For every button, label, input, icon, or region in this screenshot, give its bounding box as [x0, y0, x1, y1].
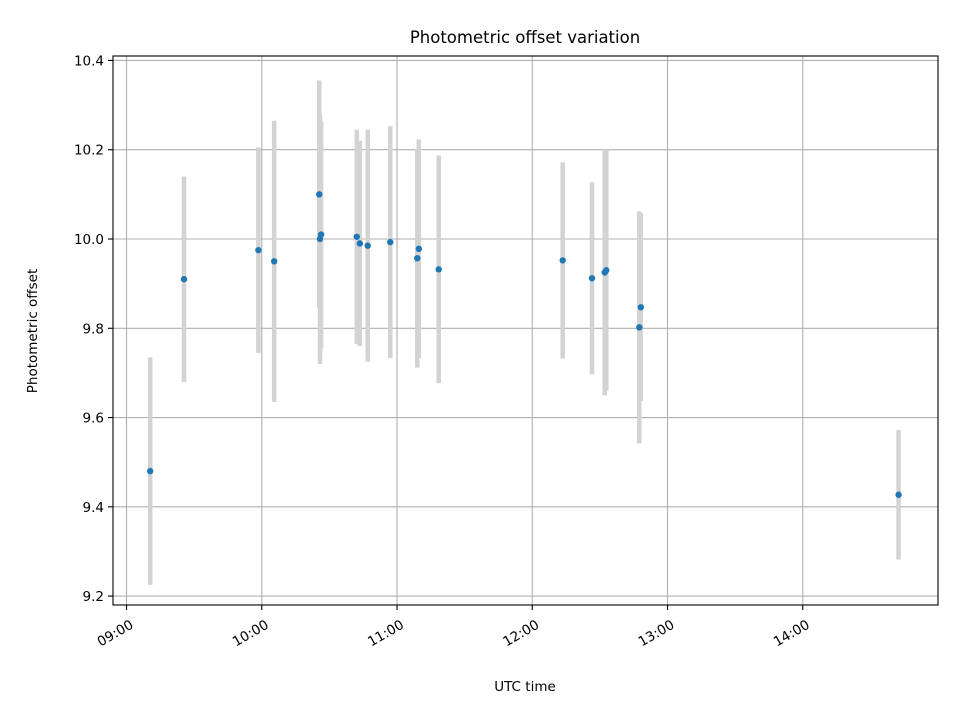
x-tick-label: 09:00 — [95, 617, 137, 650]
data-points — [146, 191, 902, 498]
data-point — [353, 233, 361, 240]
data-point — [636, 324, 643, 331]
data-point — [603, 267, 610, 274]
y-tick-label: 10.0 — [74, 232, 104, 248]
data-point — [415, 245, 423, 253]
x-tick-label: 10:00 — [230, 617, 272, 650]
y-tick-label: 9.2 — [83, 589, 104, 605]
plot-frame — [112, 55, 939, 606]
data-point — [895, 491, 902, 498]
data-point — [180, 275, 188, 283]
y-tick-label: 10.4 — [74, 53, 104, 69]
data-point — [316, 191, 323, 198]
data-point — [255, 246, 262, 254]
x-tick-label: 11:00 — [365, 617, 407, 650]
y-tick-label: 9.4 — [83, 500, 104, 516]
y-tick-label: 9.6 — [83, 411, 104, 427]
data-point — [364, 242, 371, 249]
data-point — [588, 275, 596, 282]
data-point — [356, 240, 364, 247]
data-point — [270, 258, 278, 265]
x-tick-label: 14:00 — [771, 617, 813, 650]
data-point — [414, 254, 421, 262]
y-tick-label: 9.8 — [83, 321, 104, 337]
data-point — [146, 467, 154, 475]
x-tick-label: 13:00 — [636, 617, 678, 650]
y-axis-label: Photometric offset — [25, 269, 41, 393]
error-bars — [147, 80, 901, 585]
y-tick-label: 10.2 — [74, 143, 104, 159]
data-point — [435, 266, 442, 273]
x-tick-label: 12:00 — [500, 617, 542, 650]
grid-lines — [113, 56, 938, 605]
data-point — [317, 231, 325, 238]
x-axis-label: UTC time — [494, 679, 556, 695]
data-point — [637, 304, 645, 311]
data-point — [387, 238, 394, 246]
chart-title: Photometric offset variation — [410, 28, 640, 47]
data-point — [559, 257, 566, 264]
